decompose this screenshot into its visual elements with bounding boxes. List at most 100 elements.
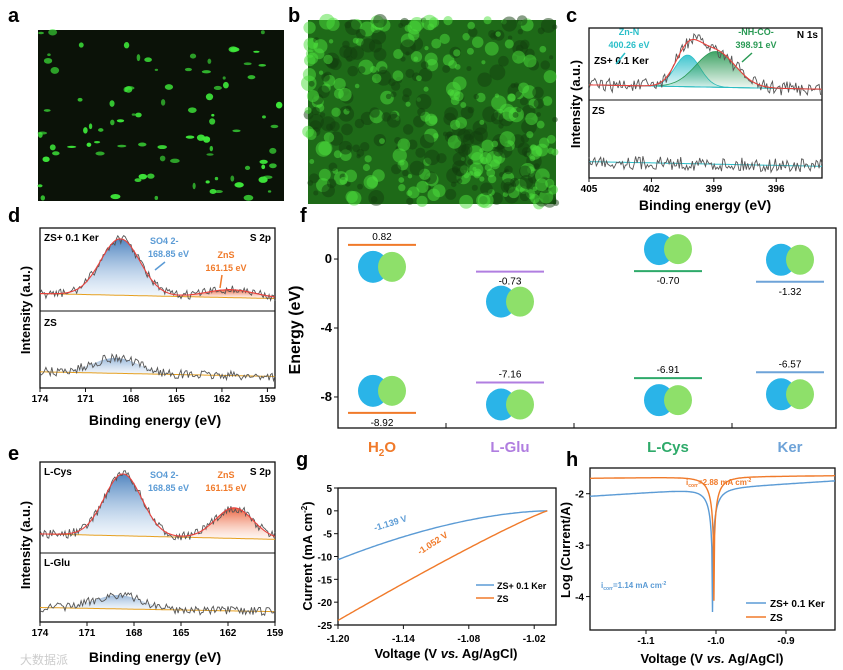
fluorescent-spot	[123, 86, 128, 93]
f-lumo-orbital-icon	[378, 251, 406, 282]
fluorescent-texture	[490, 112, 504, 125]
fluorescent-spot	[134, 178, 142, 183]
fluorescent-texture	[391, 164, 402, 175]
panel-label-g: g	[296, 449, 308, 471]
c-xlabel: Binding energy (eV)	[639, 197, 771, 213]
fluorescent-texture	[357, 183, 363, 190]
fluorescent-texture	[313, 190, 319, 196]
fluorescent-spot	[43, 109, 51, 112]
fluorescent-texture	[399, 160, 405, 166]
xps-d-fit-peak	[40, 357, 275, 377]
xps-e-background-line	[40, 533, 276, 540]
xps-d-raw-spectrum	[39, 352, 276, 383]
fluorescent-texture	[521, 147, 532, 157]
fluorescent-texture	[371, 73, 382, 84]
fluorescent-spot	[110, 193, 121, 200]
h-x-tick-label: -1.1	[637, 636, 655, 647]
g-frame	[337, 487, 557, 626]
xps-c-frame	[588, 27, 823, 179]
fluorescent-texture	[373, 13, 387, 28]
f-homo-orbital-icon	[786, 379, 814, 410]
fluorescent-texture	[345, 105, 352, 112]
fluorescent-texture	[495, 31, 501, 37]
fluorescent-texture	[386, 113, 401, 128]
fluorescent-texture	[420, 61, 429, 69]
fluorescent-spot	[164, 84, 174, 90]
micrograph-a	[37, 29, 284, 201]
fluorescent-spot	[50, 66, 60, 74]
fluorescent-texture	[344, 21, 352, 29]
watermark: 大数据派	[20, 652, 68, 667]
fluorescent-spot	[201, 70, 211, 74]
fluorescent-texture	[424, 113, 438, 127]
panel-label-f: f	[300, 205, 307, 227]
h-legend-label: ZS+ 0.1 Ker	[770, 599, 825, 610]
c-peak-zn-n-label: Zn-N	[619, 27, 640, 37]
g-x-tick-label: -1.14	[392, 634, 415, 645]
fluorescent-texture	[552, 116, 558, 123]
fluorescent-texture	[364, 155, 372, 163]
f-lumo-orbital-icon	[506, 286, 534, 317]
f-y-tick-label: -8	[320, 389, 332, 404]
fluorescent-spot	[187, 107, 197, 113]
fluorescent-spot	[259, 159, 268, 164]
xps-d-x-tick-label: 168	[123, 394, 140, 405]
fluorescent-spot	[154, 195, 159, 201]
fluorescent-texture	[489, 64, 506, 81]
fluorescent-texture	[392, 70, 404, 82]
e-zns-label: ZnS	[218, 470, 235, 480]
fluorescent-texture	[416, 195, 428, 207]
fluorescent-spot	[269, 163, 277, 169]
f-lumo-orbital-icon	[786, 244, 814, 275]
fluorescent-spot	[253, 50, 260, 53]
fluorescent-spot	[267, 190, 272, 193]
fluorescent-texture	[309, 159, 315, 164]
fluorescent-spot	[147, 173, 155, 179]
f-homo-orbital-icon	[378, 375, 406, 406]
fluorescent-texture	[416, 75, 422, 82]
d-arrow-so4	[154, 261, 166, 271]
fluorescent-texture	[419, 133, 435, 149]
f-ylabel: Energy (eV)	[287, 286, 304, 375]
fluorescent-spot	[185, 135, 195, 139]
fluorescent-spot	[170, 158, 180, 164]
f-homo-value: -8.92	[371, 418, 394, 429]
c-peak-zn-n-value: 400.26 eV	[608, 40, 649, 50]
f-lumo-value: 0.82	[372, 232, 392, 243]
fluorescent-texture	[305, 128, 317, 140]
g-y-tick-label: -20	[318, 598, 333, 609]
fluorescent-spot	[37, 131, 48, 135]
fluorescent-texture	[512, 50, 526, 64]
fluorescent-texture	[313, 39, 328, 54]
fluorescent-spot	[154, 68, 159, 71]
c-bottom-label: ZS	[592, 106, 605, 117]
d-arrow-zns	[219, 274, 223, 289]
fluorescent-texture	[388, 78, 396, 86]
fluorescent-spot	[211, 113, 215, 117]
fluorescent-texture	[317, 85, 330, 98]
c-peak-nhco-label: -NH-CO-	[738, 27, 774, 37]
fluorescent-texture	[477, 192, 494, 209]
fluorescent-spot	[42, 156, 50, 163]
fluorescent-texture	[445, 188, 457, 200]
g-x-tick-label: -1.08	[457, 634, 480, 645]
fluorescent-texture	[468, 170, 474, 176]
fluorescent-spot	[184, 67, 192, 72]
g-legend-label: ZS	[497, 594, 509, 604]
fluorescent-texture	[352, 37, 359, 44]
f-category-l-glu: L-Glu	[490, 439, 529, 456]
fluorescent-texture	[460, 102, 467, 109]
fluorescent-texture	[431, 38, 442, 49]
g-x-tick-label: -1.02	[523, 634, 546, 645]
fluorescent-spot	[37, 184, 43, 188]
d-top-label: ZS+ 0.1 Ker	[44, 233, 99, 244]
g-annotation-ker: -1.139 V	[373, 513, 408, 533]
fluorescent-texture	[484, 41, 499, 56]
fluorescent-texture	[354, 83, 360, 89]
fluorescent-texture	[427, 23, 435, 31]
fluorescent-spot	[157, 145, 167, 150]
h-frame	[589, 467, 836, 631]
fluorescent-texture	[512, 111, 519, 118]
fluorescent-texture	[415, 93, 432, 110]
xps-d-raw-spectrum	[39, 234, 276, 303]
